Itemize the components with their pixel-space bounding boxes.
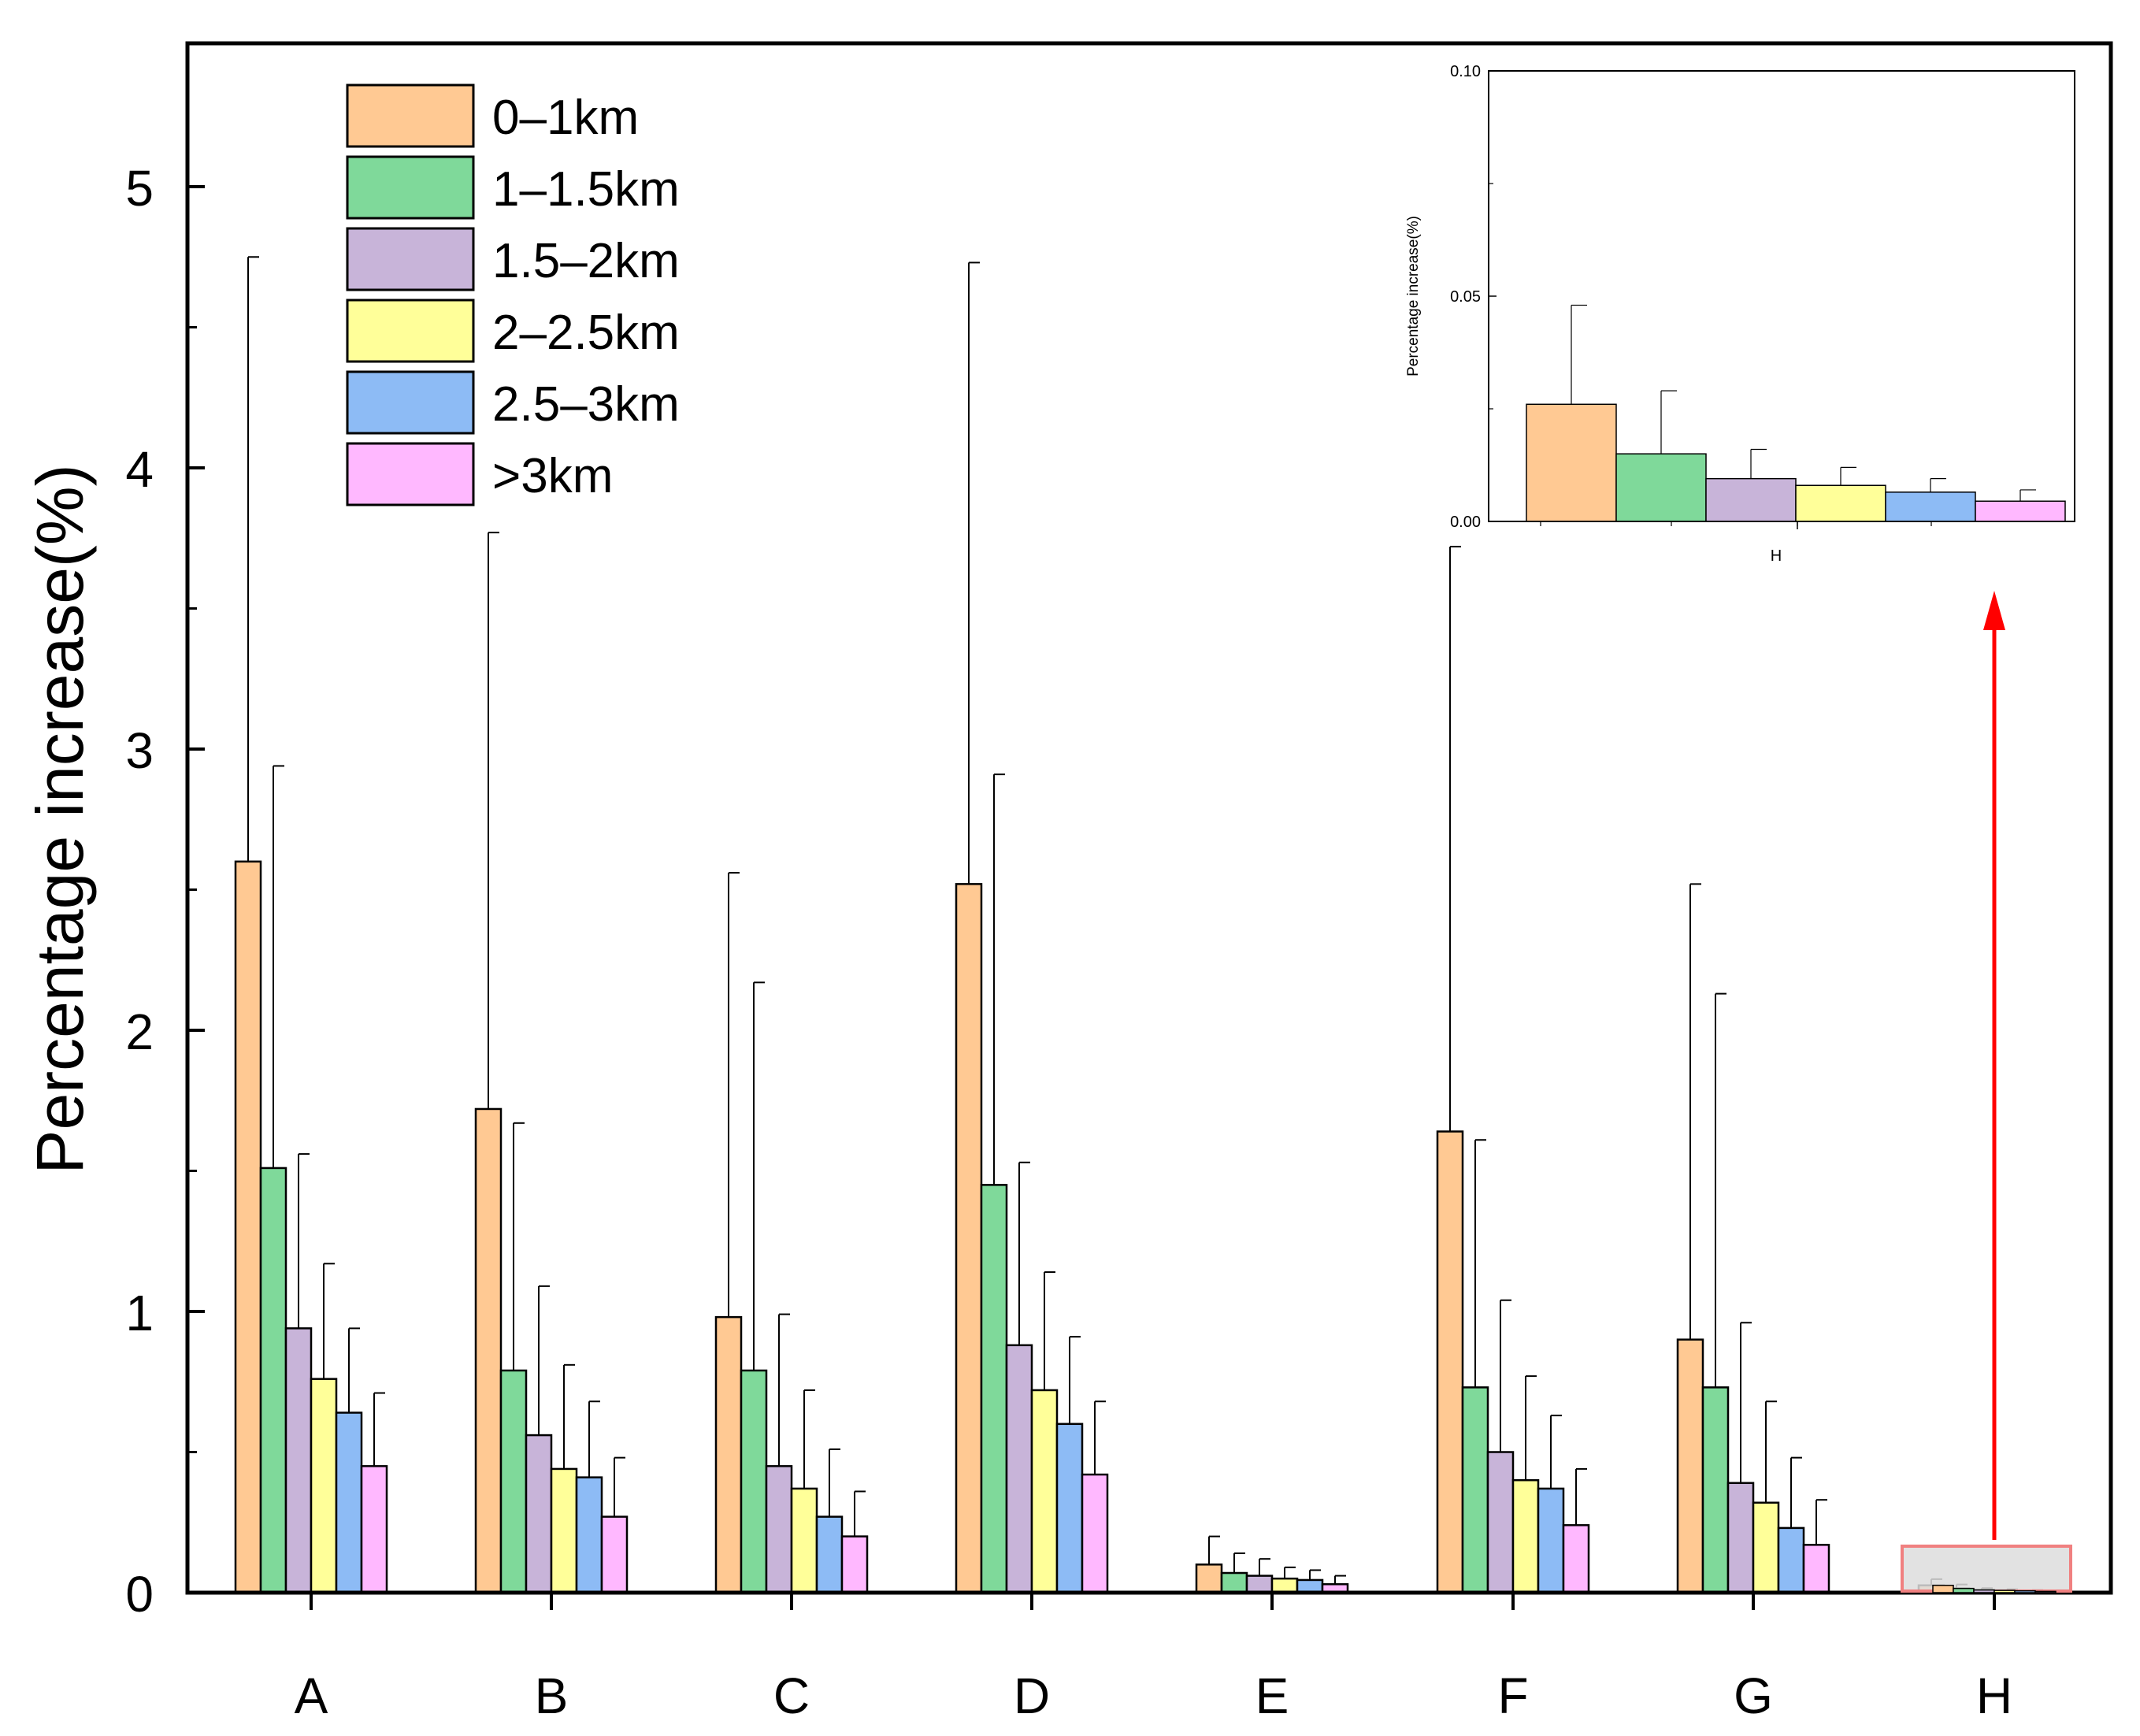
bar-F-0 <box>1436 1130 1464 1594</box>
bar-G-3 <box>1752 1501 1780 1594</box>
legend-label-0: 0–1km <box>492 91 639 145</box>
inset-y-tick-label: 0.10 <box>1450 63 1481 80</box>
h-small-bar-5 <box>2034 1590 2057 1593</box>
inset-axes: 0.00 0.05 0.10 H <box>1450 63 1932 565</box>
legend-swatch-3 <box>346 299 475 363</box>
zoom-arrow-head <box>1983 591 2005 630</box>
bar-A-0 <box>234 860 262 1594</box>
bar-C-5 <box>840 1535 869 1594</box>
legend-swatch-1 <box>346 155 475 220</box>
bar-A-3 <box>310 1378 338 1594</box>
x-tick-label: G <box>1734 1667 1773 1724</box>
h-small-bar-2 <box>1973 1589 1995 1593</box>
legend-label-2: 1.5–2km <box>492 234 680 288</box>
x-tick-label: E <box>1255 1667 1289 1724</box>
bar-E-2 <box>1245 1575 1274 1594</box>
inset-y-tick-label: 0.05 <box>1450 288 1481 306</box>
x-tick-label: D <box>1014 1667 1050 1724</box>
bar-F-1 <box>1461 1386 1489 1594</box>
bar-F-3 <box>1511 1478 1540 1594</box>
main-plot-frame <box>185 41 2113 1595</box>
y-tick-label: 0 <box>125 1566 154 1623</box>
bar-B-1 <box>499 1369 528 1594</box>
bar-F-2 <box>1486 1451 1515 1594</box>
bar-E-0 <box>1195 1564 1223 1594</box>
inset-bar-1 <box>1615 453 1707 522</box>
x-tick-label: F <box>1497 1667 1528 1724</box>
bar-E-1 <box>1220 1571 1248 1594</box>
main-axes: 0 1 2 3 4 5 A B C D E F G H <box>125 160 2012 1724</box>
inset-bar-0 <box>1526 403 1617 522</box>
bar-D-3 <box>1030 1389 1059 1594</box>
bar-G-0 <box>1676 1338 1704 1594</box>
legend: 0–1km 1–1.5km 1.5–2km 2–2.5km 2.5–3km >3km <box>346 83 680 506</box>
bar-A-5 <box>360 1465 388 1594</box>
bar-D-4 <box>1055 1423 1084 1594</box>
legend-label-5: >3km <box>492 449 613 503</box>
legend-swatch-0 <box>346 83 475 148</box>
bar-G-5 <box>1802 1544 1830 1594</box>
inset-bar-5 <box>1975 500 2066 522</box>
y-tick-label: 2 <box>125 1003 154 1060</box>
bar-A-4 <box>335 1411 363 1594</box>
inset-y-tick-label: 0.00 <box>1450 514 1481 531</box>
x-tick-label: A <box>295 1667 328 1724</box>
h-small-bar-0 <box>1932 1584 1954 1593</box>
inset-bar-2 <box>1705 477 1797 522</box>
h-small-bar-4 <box>2014 1589 2036 1593</box>
bar-A-2 <box>284 1327 313 1594</box>
y-tick-label: 5 <box>125 160 154 217</box>
bar-C-2 <box>765 1465 793 1594</box>
bar-D-5 <box>1081 1473 1109 1594</box>
bar-B-0 <box>474 1107 503 1594</box>
inset-bar-3 <box>1795 484 1886 522</box>
x-tick-label: B <box>535 1667 569 1724</box>
bar-F-4 <box>1537 1487 1565 1594</box>
bar-B-3 <box>550 1467 578 1594</box>
bar-C-1 <box>740 1369 768 1594</box>
main-bars <box>234 256 2071 1594</box>
legend-swatch-4 <box>346 370 475 435</box>
x-tick-label: C <box>773 1667 810 1724</box>
bar-C-3 <box>790 1487 818 1594</box>
bar-B-5 <box>600 1515 629 1594</box>
bar-C-0 <box>714 1315 743 1594</box>
bar-E-3 <box>1270 1577 1299 1594</box>
inset-y-axis-label: Percentage increase(%) <box>1405 216 1422 377</box>
bar-G-4 <box>1777 1526 1805 1594</box>
inset-bars <box>1526 304 2066 522</box>
y-tick-label: 4 <box>125 441 154 498</box>
legend-swatch-5 <box>346 442 475 506</box>
bar-F-5 <box>1562 1524 1590 1594</box>
inset-x-tick-label: H <box>1771 547 1782 565</box>
bar-D-1 <box>980 1184 1008 1594</box>
bar-A-1 <box>259 1167 287 1594</box>
h-small-bar-3 <box>1994 1589 2016 1593</box>
legend-label-3: 2–2.5km <box>492 306 680 360</box>
h-small-bars <box>1932 1584 2057 1593</box>
h-zoom-highlight <box>1901 1545 2072 1593</box>
x-tick-label: H <box>1976 1667 2012 1724</box>
bar-D-2 <box>1005 1344 1033 1594</box>
legend-label-1: 1–1.5km <box>492 162 680 217</box>
bar-B-2 <box>525 1434 553 1594</box>
y-tick-label: 3 <box>125 722 154 779</box>
bar-G-1 <box>1701 1386 1730 1594</box>
y-tick-label: 1 <box>125 1285 154 1341</box>
legend-label-4: 2.5–3km <box>492 377 680 432</box>
inset-bar-4 <box>1885 491 1976 522</box>
h-small-bar-1 <box>1953 1587 1975 1593</box>
bar-D-0 <box>955 883 983 1594</box>
y-axis-label: Percentage increase(%) <box>23 464 97 1174</box>
legend-swatch-2 <box>346 227 475 291</box>
bar-C-4 <box>815 1515 844 1594</box>
bar-B-4 <box>575 1476 603 1594</box>
bar-G-2 <box>1726 1482 1755 1594</box>
